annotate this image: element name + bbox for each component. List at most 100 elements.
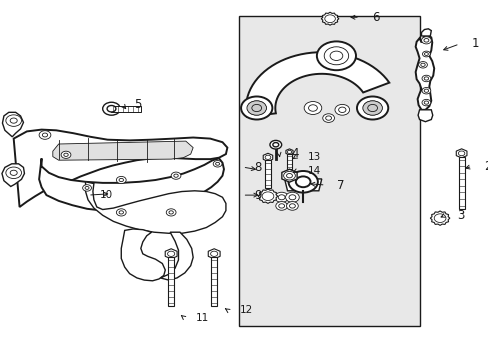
Circle shape <box>356 96 387 120</box>
Circle shape <box>289 204 295 208</box>
Circle shape <box>287 150 291 153</box>
Bar <box>238 16 419 326</box>
Bar <box>111 106 141 112</box>
Circle shape <box>275 202 287 210</box>
Circle shape <box>418 62 427 68</box>
Circle shape <box>102 102 120 115</box>
Polygon shape <box>455 149 466 158</box>
Circle shape <box>262 192 273 201</box>
Circle shape <box>173 174 178 177</box>
Circle shape <box>63 153 68 156</box>
Circle shape <box>42 133 47 137</box>
Polygon shape <box>286 154 291 169</box>
Circle shape <box>116 176 126 184</box>
Text: 9: 9 <box>254 189 261 202</box>
Circle shape <box>420 63 424 66</box>
Circle shape <box>119 178 123 181</box>
Polygon shape <box>421 29 430 36</box>
Circle shape <box>288 195 295 200</box>
Circle shape <box>421 37 430 44</box>
Circle shape <box>422 51 429 57</box>
Circle shape <box>82 185 91 191</box>
Circle shape <box>285 192 299 202</box>
Text: 11: 11 <box>195 312 208 323</box>
Circle shape <box>272 143 278 147</box>
Text: 13: 13 <box>307 152 321 162</box>
Circle shape <box>169 211 173 214</box>
Circle shape <box>457 151 464 156</box>
Circle shape <box>362 101 382 115</box>
Polygon shape <box>263 153 272 161</box>
Circle shape <box>269 140 281 149</box>
Circle shape <box>61 151 71 158</box>
Text: 14: 14 <box>307 166 321 176</box>
Polygon shape <box>264 160 271 188</box>
Circle shape <box>213 161 222 167</box>
Polygon shape <box>121 229 165 281</box>
Circle shape <box>107 105 116 112</box>
Circle shape <box>247 102 265 114</box>
Polygon shape <box>2 112 23 137</box>
Polygon shape <box>85 182 225 233</box>
Circle shape <box>308 105 317 111</box>
Circle shape <box>295 176 310 187</box>
Polygon shape <box>245 52 388 117</box>
Circle shape <box>171 172 181 179</box>
Circle shape <box>433 214 445 222</box>
Polygon shape <box>2 164 24 186</box>
Circle shape <box>166 209 176 216</box>
Polygon shape <box>53 141 193 160</box>
Circle shape <box>285 172 293 179</box>
Polygon shape <box>415 35 433 110</box>
Circle shape <box>10 170 17 175</box>
Circle shape <box>363 102 381 114</box>
Text: 7: 7 <box>337 179 344 192</box>
Circle shape <box>324 15 335 23</box>
Circle shape <box>424 77 427 80</box>
Circle shape <box>241 96 272 120</box>
Circle shape <box>421 75 430 82</box>
Circle shape <box>283 171 295 180</box>
Polygon shape <box>208 249 220 259</box>
Polygon shape <box>14 130 227 207</box>
Circle shape <box>264 155 270 159</box>
Circle shape <box>286 202 298 210</box>
Circle shape <box>424 89 427 93</box>
Polygon shape <box>285 149 292 155</box>
Circle shape <box>322 114 334 122</box>
Circle shape <box>116 209 126 216</box>
Circle shape <box>424 101 427 104</box>
Text: 6: 6 <box>371 11 378 24</box>
Circle shape <box>325 48 346 64</box>
Circle shape <box>246 101 266 115</box>
Polygon shape <box>168 257 174 306</box>
Circle shape <box>338 107 346 112</box>
Polygon shape <box>165 249 177 259</box>
Circle shape <box>210 251 217 256</box>
Circle shape <box>334 104 349 115</box>
Text: 12: 12 <box>239 305 252 315</box>
Circle shape <box>251 104 261 112</box>
Polygon shape <box>39 158 224 212</box>
Circle shape <box>423 39 428 42</box>
Circle shape <box>215 162 219 165</box>
Circle shape <box>167 251 174 256</box>
Circle shape <box>6 167 21 179</box>
Text: 8: 8 <box>254 161 261 174</box>
Circle shape <box>367 104 377 112</box>
Circle shape <box>10 118 17 123</box>
Text: 5: 5 <box>134 98 141 111</box>
Circle shape <box>39 131 51 139</box>
Circle shape <box>288 171 317 193</box>
Circle shape <box>278 204 284 208</box>
Circle shape <box>324 47 348 65</box>
Polygon shape <box>458 157 464 209</box>
Text: 4: 4 <box>290 147 298 160</box>
Text: 10: 10 <box>100 190 113 200</box>
Polygon shape <box>284 179 321 191</box>
Circle shape <box>329 51 342 60</box>
Polygon shape <box>160 232 193 280</box>
Polygon shape <box>321 12 338 25</box>
Circle shape <box>85 186 89 189</box>
Circle shape <box>316 41 355 70</box>
